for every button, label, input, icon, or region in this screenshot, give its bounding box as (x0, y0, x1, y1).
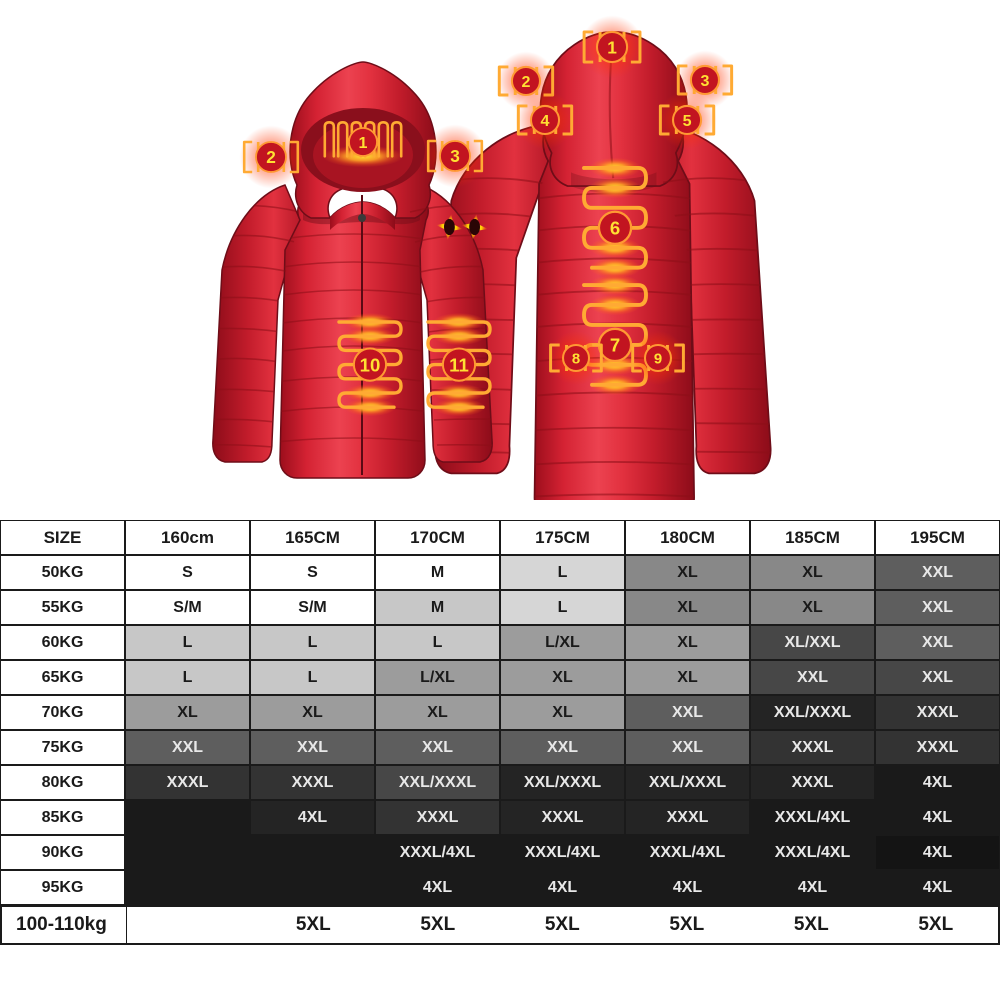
svg-text:10: 10 (360, 354, 381, 375)
svg-text:9: 9 (654, 350, 662, 367)
svg-text:7: 7 (610, 335, 620, 356)
svg-text:5: 5 (683, 112, 692, 130)
svg-text:8: 8 (572, 350, 580, 367)
svg-text:2: 2 (522, 73, 531, 91)
svg-text:3: 3 (450, 146, 460, 166)
svg-text:11: 11 (449, 354, 469, 375)
svg-text:1: 1 (607, 37, 617, 57)
svg-text:6: 6 (610, 218, 620, 239)
svg-text:4: 4 (541, 112, 550, 130)
svg-text:3: 3 (700, 72, 709, 90)
svg-text:1: 1 (359, 134, 368, 152)
svg-text:2: 2 (266, 147, 276, 167)
